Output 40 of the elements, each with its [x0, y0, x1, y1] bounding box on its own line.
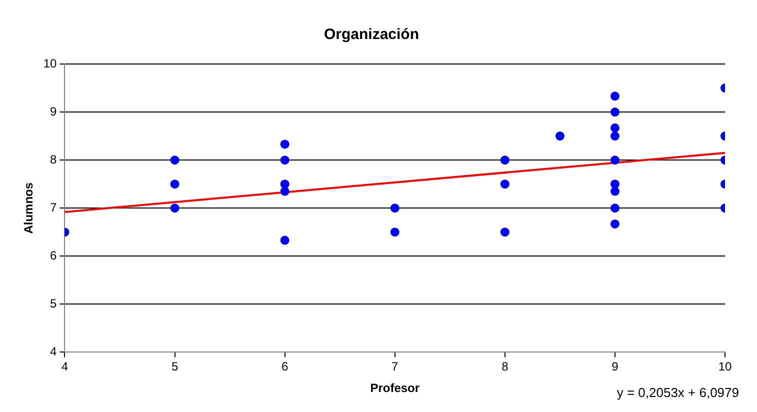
point: [610, 92, 620, 101]
point: [280, 236, 290, 245]
x-tick-label: 6: [281, 360, 288, 374]
x-tick-label: 10: [718, 360, 732, 374]
point: [500, 156, 510, 165]
point: [610, 156, 620, 165]
point: [610, 132, 620, 141]
point: [170, 204, 180, 213]
x-tick-label: 5: [171, 360, 178, 374]
y-tick-label: 4: [50, 344, 58, 359]
point: [280, 186, 290, 196]
point: [610, 108, 620, 117]
y-tick-label: 9: [50, 104, 58, 118]
point: [610, 186, 620, 196]
y-tick-label: 6: [50, 248, 58, 262]
point: [170, 156, 180, 165]
y-tick-label: 5: [50, 296, 58, 310]
x-axis-title: Profesor: [370, 381, 420, 396]
point: [170, 180, 180, 189]
y-tick-label: 8: [50, 152, 58, 166]
point: [610, 123, 620, 132]
x-tick-label: 4: [61, 360, 68, 374]
x-tick-label: 8: [502, 360, 509, 374]
point: [280, 140, 290, 149]
y-tick-label: 10: [43, 56, 58, 70]
point: [390, 204, 400, 213]
point: [610, 180, 620, 189]
x-tick-label: 7: [392, 360, 399, 374]
point: [280, 156, 290, 165]
x-tick-label: 9: [612, 360, 619, 374]
point: [555, 132, 564, 141]
point: [500, 228, 510, 237]
point: [500, 180, 510, 189]
point: [390, 228, 400, 237]
y-tick-label: 7: [50, 200, 58, 214]
y-axis-title: Alumnos: [22, 182, 36, 234]
point: [610, 219, 620, 228]
chart-title: Organización: [324, 26, 420, 44]
text: y = 0,2053x + 6,0979: [616, 385, 739, 400]
point: [610, 204, 620, 213]
